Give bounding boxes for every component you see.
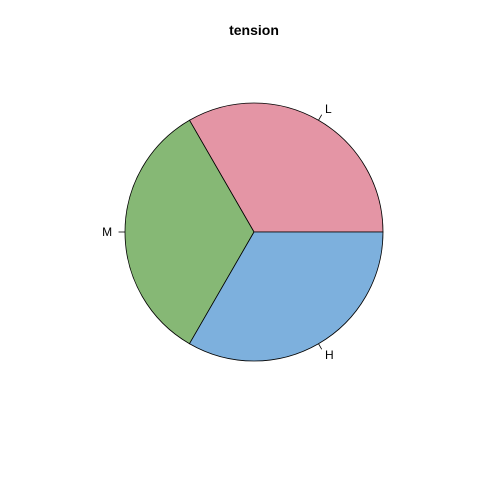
pie-slice-m	[124, 119, 255, 345]
pie-slice-l	[188, 102, 384, 233]
leader-line-h	[318, 343, 323, 350]
pie-label-l: L	[325, 102, 332, 116]
pie-slices	[124, 102, 384, 362]
pie-label-h: H	[325, 348, 334, 362]
pie-labels: L M H	[102, 102, 334, 362]
pie-leader-lines	[118, 114, 323, 350]
pie-slice-h	[188, 231, 384, 362]
chart-title: tension	[229, 22, 279, 38]
leader-line-l	[318, 114, 323, 121]
pie-label-m: M	[102, 225, 112, 239]
